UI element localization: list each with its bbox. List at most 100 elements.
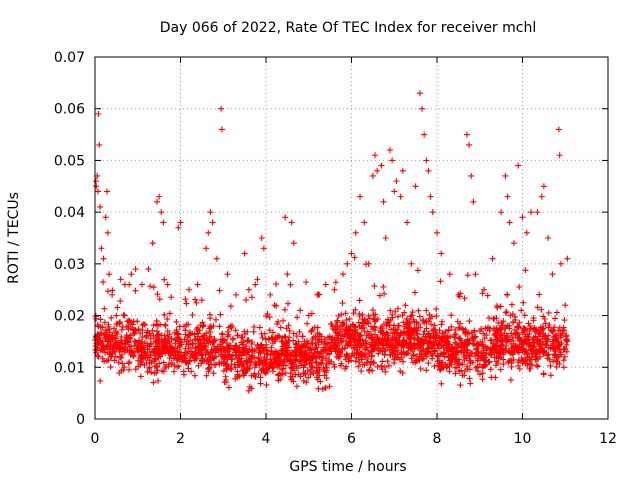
data-point (282, 351, 289, 358)
data-point (134, 318, 141, 325)
data-point (555, 126, 562, 133)
data-point (437, 342, 444, 349)
data-point (166, 355, 173, 362)
data-point (111, 357, 118, 364)
data-point (164, 281, 171, 288)
data-point (435, 353, 442, 360)
data-point (154, 345, 161, 352)
data-point (279, 362, 286, 369)
data-point (405, 328, 412, 335)
data-point (216, 287, 223, 294)
data-point (203, 372, 210, 379)
data-point (126, 349, 133, 356)
data-point (382, 235, 389, 241)
data-point (188, 348, 195, 355)
data-point (472, 271, 479, 278)
data-point (307, 368, 314, 375)
data-point (186, 358, 193, 365)
data-point (183, 321, 190, 328)
data-point (117, 345, 124, 352)
data-point (381, 351, 388, 358)
data-point (400, 337, 407, 343)
data-point (322, 355, 329, 362)
data-point (447, 359, 454, 366)
data-point (155, 377, 162, 384)
data-point (225, 324, 232, 331)
data-point (452, 334, 459, 341)
data-point (257, 380, 264, 387)
data-point (463, 355, 470, 362)
data-point (153, 369, 160, 376)
data-point (527, 323, 534, 330)
data-point (461, 372, 468, 379)
data-point (95, 353, 102, 360)
data-point (343, 317, 350, 324)
data-point (314, 368, 321, 375)
data-point (300, 364, 307, 371)
data-point (387, 307, 394, 314)
data-point (176, 323, 183, 330)
data-point (124, 335, 131, 342)
data-point (551, 346, 558, 353)
data-point (495, 353, 502, 360)
data-point (180, 368, 187, 375)
data-point (536, 291, 543, 298)
data-point (459, 342, 466, 349)
data-point (475, 343, 482, 350)
data-point (395, 322, 402, 329)
data-point (331, 339, 338, 346)
data-point (237, 358, 244, 365)
data-point (205, 229, 212, 236)
data-point (521, 338, 528, 345)
data-point (225, 384, 232, 391)
data-point (266, 314, 273, 321)
data-point (308, 327, 315, 334)
data-point (423, 307, 430, 314)
data-point (371, 316, 378, 323)
data-point (402, 302, 409, 309)
data-point (437, 278, 444, 285)
data-point (288, 376, 295, 383)
data-point (239, 348, 246, 355)
data-point (397, 193, 404, 200)
data-point (211, 354, 218, 361)
data-point (408, 260, 415, 267)
data-point (520, 299, 527, 306)
data-point (487, 366, 494, 373)
data-point (484, 292, 491, 299)
data-point (421, 131, 428, 138)
data-point (363, 261, 370, 268)
data-point (399, 312, 406, 319)
data-point (346, 315, 353, 322)
data-point (307, 357, 314, 364)
data-point (561, 327, 568, 334)
data-point (474, 357, 481, 364)
data-point (209, 349, 216, 356)
data-point (217, 311, 224, 318)
data-point (536, 331, 543, 338)
data-point (276, 333, 283, 340)
data-point (223, 345, 230, 352)
data-point (104, 229, 111, 236)
data-point (248, 339, 255, 346)
data-point (232, 342, 239, 349)
data-point (406, 318, 413, 325)
data-point (171, 362, 178, 369)
data-point (287, 352, 294, 359)
data-point (243, 357, 250, 364)
data-point (466, 353, 473, 360)
data-point (517, 346, 524, 353)
data-point (203, 336, 210, 343)
data-point (482, 361, 489, 368)
data-point (269, 335, 276, 342)
data-point (375, 337, 382, 344)
data-point (379, 358, 386, 365)
data-point (445, 326, 452, 333)
data-point (257, 359, 264, 366)
data-point (267, 352, 274, 359)
data-point (528, 209, 535, 216)
data-point (195, 335, 202, 342)
data-point (309, 340, 316, 347)
data-point (166, 340, 173, 347)
data-point (322, 281, 329, 288)
